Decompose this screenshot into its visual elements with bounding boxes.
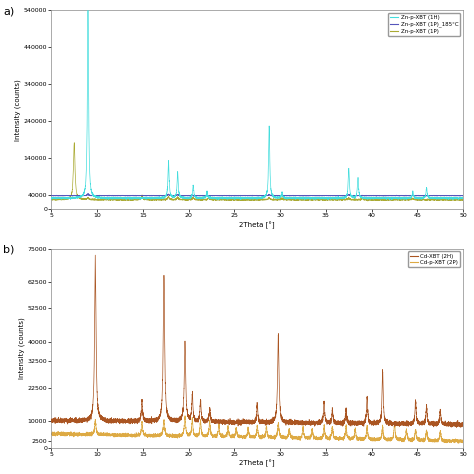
Y-axis label: Intensity (counts): Intensity (counts) [18,317,25,379]
Legend: Cd-XBT (2H), Cd-p-XBT (2P): Cd-XBT (2H), Cd-p-XBT (2P) [408,251,460,267]
Legend: Zn-p-XBT (1H), Zn-p-XBT (1P)_185°C, Zn-p-XBT (1P): Zn-p-XBT (1H), Zn-p-XBT (1P)_185°C, Zn-p… [388,13,460,36]
Text: a): a) [3,6,14,16]
X-axis label: 2Theta [°]: 2Theta [°] [239,221,275,228]
X-axis label: 2Theta [°]: 2Theta [°] [239,460,275,467]
Text: b): b) [3,245,14,255]
Y-axis label: Intensity (counts): Intensity (counts) [14,79,21,141]
